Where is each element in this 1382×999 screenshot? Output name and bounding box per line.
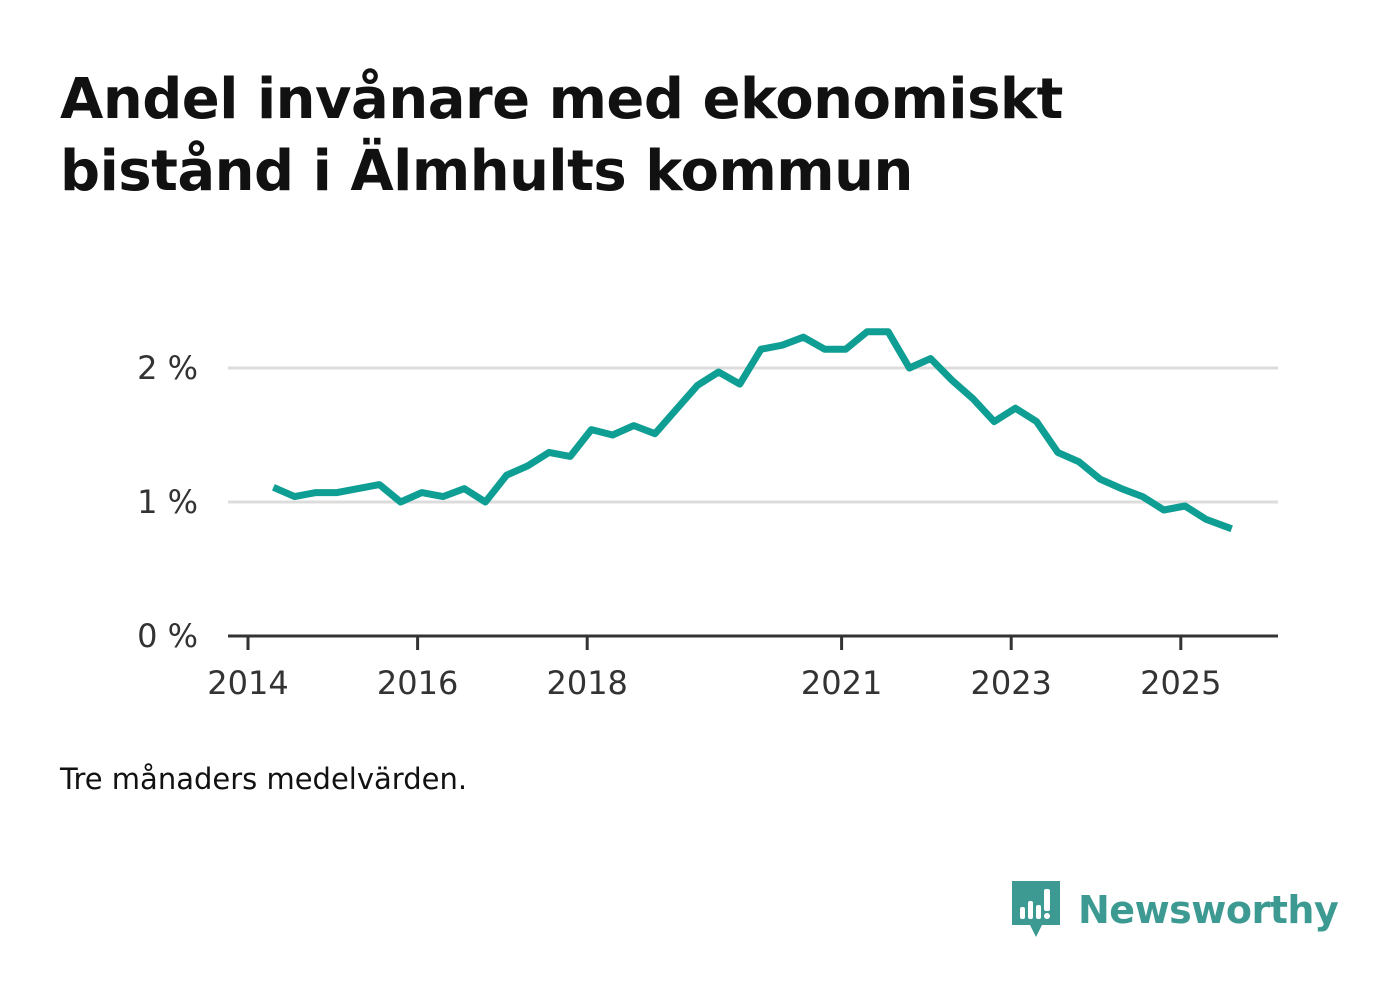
- chart-title: Andel invånare med ekonomiskt bistånd i …: [60, 64, 1260, 208]
- y-tick-label-2: 2 %: [137, 349, 198, 387]
- x-tick-label-0: 2014: [207, 664, 288, 702]
- series-layer: [271, 328, 1233, 533]
- x-tick-label-1: 2016: [377, 664, 458, 702]
- grid-lines: [228, 366, 1278, 504]
- brand-name: Newsworthy: [1078, 888, 1339, 932]
- x-tick-label-2: 2018: [546, 664, 627, 702]
- x-tick-label-5: 2025: [1140, 664, 1221, 702]
- brand-logo[interactable]: Newsworthy: [1010, 878, 1339, 942]
- newsworthy-logo-icon: [1012, 881, 1060, 937]
- chart-title-line-1: Andel invånare med ekonomiskt: [60, 67, 1063, 132]
- y-tick-label-0: 0 %: [137, 617, 198, 655]
- series-line-0: [271, 328, 1233, 533]
- x-axis: 2014 2016 2018 2021 2023 2025: [207, 634, 1278, 702]
- y-tick-label-1: 1 %: [137, 483, 198, 521]
- y-axis-labels: 0 % 1 % 2 %: [137, 349, 198, 655]
- x-tick-label-3: 2021: [801, 664, 882, 702]
- chart-title-line-2: bistånd i Älmhults kommun: [60, 139, 913, 204]
- chart-note: Tre månaders medelvärden.: [60, 762, 468, 796]
- x-tick-label-4: 2023: [970, 664, 1051, 702]
